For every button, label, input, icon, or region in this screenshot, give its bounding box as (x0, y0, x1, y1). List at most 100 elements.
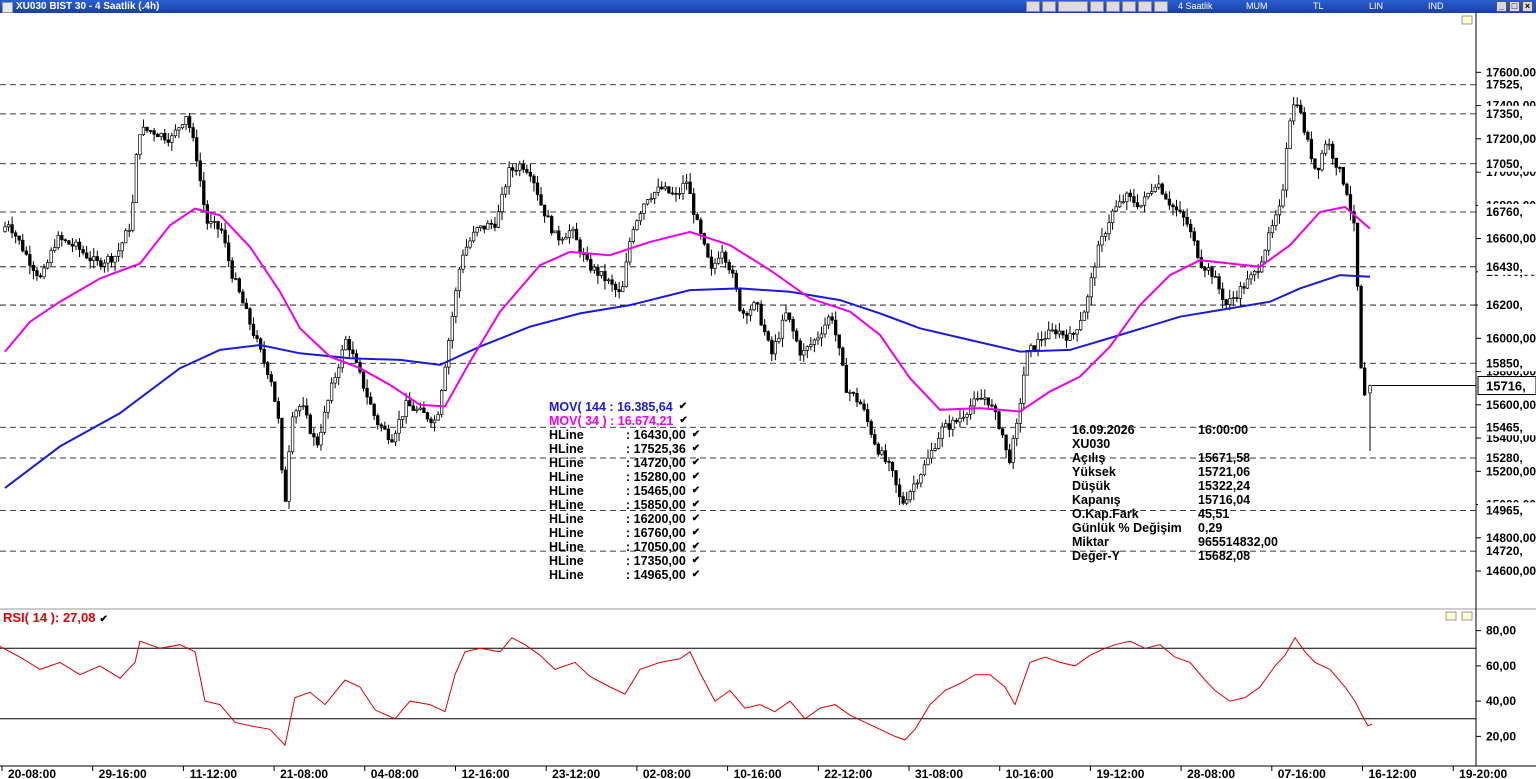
candle-body (929, 450, 934, 459)
candle-body (1231, 297, 1235, 300)
hline-label: 15850, (1486, 356, 1523, 370)
candle-body (1238, 286, 1243, 299)
candle-body (468, 240, 472, 248)
candle-body (787, 312, 792, 320)
legend-row[interactable]: HLine: 17525,36 ✔ (549, 442, 700, 456)
candle-body (635, 220, 639, 230)
check-icon[interactable]: ✔ (679, 415, 688, 426)
candle-body (823, 324, 827, 335)
toolbar-tool-2-icon[interactable] (1042, 1, 1056, 12)
toolbar-period[interactable]: 4 Saatlik (1178, 1, 1213, 11)
check-icon[interactable]: ✔ (691, 527, 701, 538)
toolbar-tool-7-icon[interactable] (1138, 1, 1152, 12)
candle-body (542, 204, 547, 217)
info-row: Yüksek 15721,06 (1072, 465, 1278, 479)
hline-label-bg (1478, 419, 1536, 436)
time-tick-label: 23-12:00 (552, 767, 600, 779)
candle-body (908, 491, 912, 501)
toolbar-currency[interactable]: TL (1313, 1, 1324, 11)
legend-row[interactable]: HLine: 15850,00 ✔ (549, 498, 700, 512)
candle-body (287, 451, 291, 502)
check-icon[interactable]: ✔ (99, 614, 108, 625)
candle-body (1100, 236, 1104, 246)
check-icon[interactable]: ✔ (691, 429, 701, 440)
info-value: 965514832,00 (1198, 535, 1278, 549)
rsi-tick-label: 60,00 (1486, 659, 1516, 673)
window-title: XU030 BIST 30 - 4 Saatlik (.4h) (16, 1, 160, 12)
legend-row[interactable]: HLine: 17350,00 ✔ (549, 554, 700, 568)
candle-body (1171, 204, 1175, 208)
candle-body (1118, 201, 1122, 208)
legend-row[interactable]: HLine: 14965,00 ✔ (549, 568, 700, 582)
candle-body (170, 135, 174, 143)
candle-body (298, 406, 302, 412)
legend-row[interactable]: HLine: 17050,00 ✔ (549, 540, 700, 554)
check-icon[interactable]: ✔ (691, 485, 701, 496)
candle-body (479, 225, 483, 229)
check-icon[interactable]: ✔ (691, 443, 701, 454)
candle-body (241, 291, 245, 304)
candle-body (425, 412, 430, 420)
restore-button[interactable]: □ (1509, 1, 1520, 12)
candle-body (936, 438, 941, 449)
candle-body (621, 286, 625, 293)
legend-row[interactable]: HLine: 16430,00 ✔ (549, 428, 700, 442)
check-icon[interactable]: ✔ (691, 555, 701, 566)
candle-body (638, 213, 643, 222)
info-key: O.Kap.Fark (1072, 507, 1139, 521)
toolbar-indicator[interactable]: IND (1428, 1, 1444, 11)
check-icon[interactable]: ✔ (691, 457, 701, 468)
candle-body (84, 252, 89, 259)
check-icon[interactable]: ✔ (678, 401, 688, 412)
candle-body (1299, 104, 1303, 113)
check-icon[interactable]: ✔ (691, 499, 701, 510)
toolbar-tool-8-icon[interactable] (1154, 1, 1168, 12)
hline-label: 16200, (1486, 298, 1523, 312)
candle-body (1235, 297, 1239, 300)
legend-row[interactable]: HLine: 16760,00 ✔ (549, 526, 700, 540)
candle-body (1281, 189, 1285, 207)
toolbar-chart-type[interactable]: MUM (1246, 1, 1268, 11)
check-icon[interactable]: ✔ (691, 513, 701, 524)
candle-body (290, 416, 295, 453)
hline-label: 15280, (1486, 451, 1523, 465)
candle-body (880, 450, 884, 455)
check-icon[interactable]: ✔ (691, 569, 701, 580)
rsi-legend[interactable]: RSI( 14 ): 27,08 ✔ (3, 610, 108, 625)
candle-body (1107, 222, 1111, 235)
candle-body (379, 424, 383, 427)
legend-row[interactable]: HLine: 15280,00 ✔ (549, 470, 700, 484)
close-button[interactable]: × (1522, 1, 1533, 12)
pane-marker-icon (1461, 15, 1473, 25)
toolbar-tool-3-icon[interactable] (1058, 1, 1088, 12)
chart-canvas[interactable]: 14600,0014800,0015000,0015200,0015400,00… (0, 13, 1536, 779)
time-tick-label: 21-08:00 (280, 767, 328, 779)
legend-row[interactable]: HLine: 15465,00 ✔ (549, 484, 700, 498)
toolbar-tool-1-icon[interactable] (1026, 1, 1040, 12)
toolbar-tool-6-icon[interactable] (1122, 1, 1136, 12)
check-icon[interactable]: ✔ (691, 541, 701, 552)
legend-row[interactable]: HLine: 16200,00 ✔ (549, 512, 700, 526)
minimize-button[interactable]: _ (1496, 1, 1507, 12)
candle-body (1110, 210, 1115, 223)
candle-body (1036, 339, 1040, 351)
legend-row[interactable]: MOV( 144 : 16.385,64 ✔ (549, 400, 700, 414)
info-value: 45,51 (1198, 507, 1230, 521)
legend-hline-value: : 14720,00 (626, 456, 686, 470)
candle-body (429, 418, 433, 424)
toolbar-scale[interactable]: LIN (1369, 1, 1384, 11)
hline-label: 14720, (1486, 544, 1523, 558)
candle-body (1178, 209, 1182, 212)
check-icon[interactable]: ✔ (691, 471, 701, 482)
candle-body (461, 254, 465, 270)
toolbar-icons (1026, 1, 1168, 12)
candle-body (1210, 267, 1214, 278)
info-value: 16:00:00 (1198, 423, 1249, 437)
legend-row[interactable]: HLine: 14720,00 ✔ (549, 456, 700, 470)
legend-hline-label: HLine (549, 442, 584, 456)
candle-body (652, 192, 657, 199)
candle-body (418, 407, 422, 410)
toolbar-tool-5-icon[interactable] (1106, 1, 1120, 12)
legend-row[interactable]: MOV( 34 ) : 16.674,21 ✔ (549, 414, 700, 428)
toolbar-tool-4-icon[interactable] (1090, 1, 1104, 12)
